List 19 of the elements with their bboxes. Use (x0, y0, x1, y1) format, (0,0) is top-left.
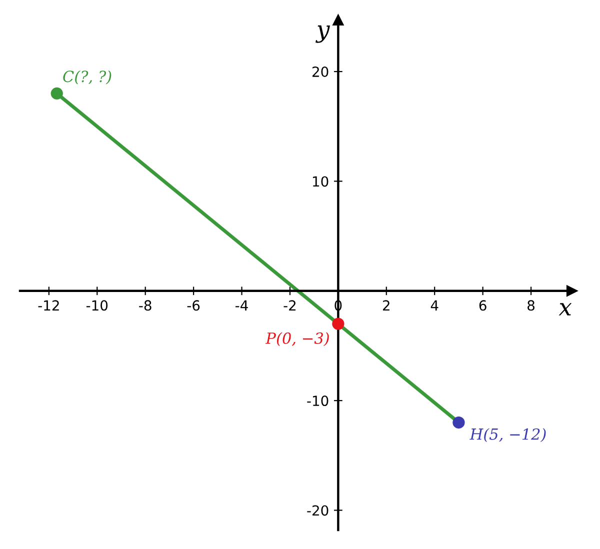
annotation: H(5, −12) (470, 428, 546, 442)
y-tick-label: -10 (307, 396, 328, 406)
x-tick-label: -2 (284, 300, 296, 310)
x-tick-label: -10 (86, 300, 108, 311)
y-tick-label: 10 (313, 176, 328, 187)
x-tick-label: 2 (382, 300, 390, 310)
annotation: C(?, ?) (63, 70, 112, 84)
annotation: P(0, −3) (265, 332, 329, 346)
x-tick-label: -8 (139, 300, 152, 311)
y-tick-label: 20 (312, 66, 328, 78)
y-tick-label: -20 (307, 505, 328, 516)
x-tick-label: -6 (187, 300, 200, 311)
x-axis-title: x (558, 303, 572, 316)
x-tick-label: -4 (236, 300, 248, 310)
x-tick-label: 6 (479, 300, 486, 311)
x-tick-label: -12 (38, 300, 59, 310)
y-axis-title: y (316, 25, 330, 43)
x-tick-label: 4 (430, 300, 438, 310)
x-tick-label: 8 (528, 300, 534, 311)
